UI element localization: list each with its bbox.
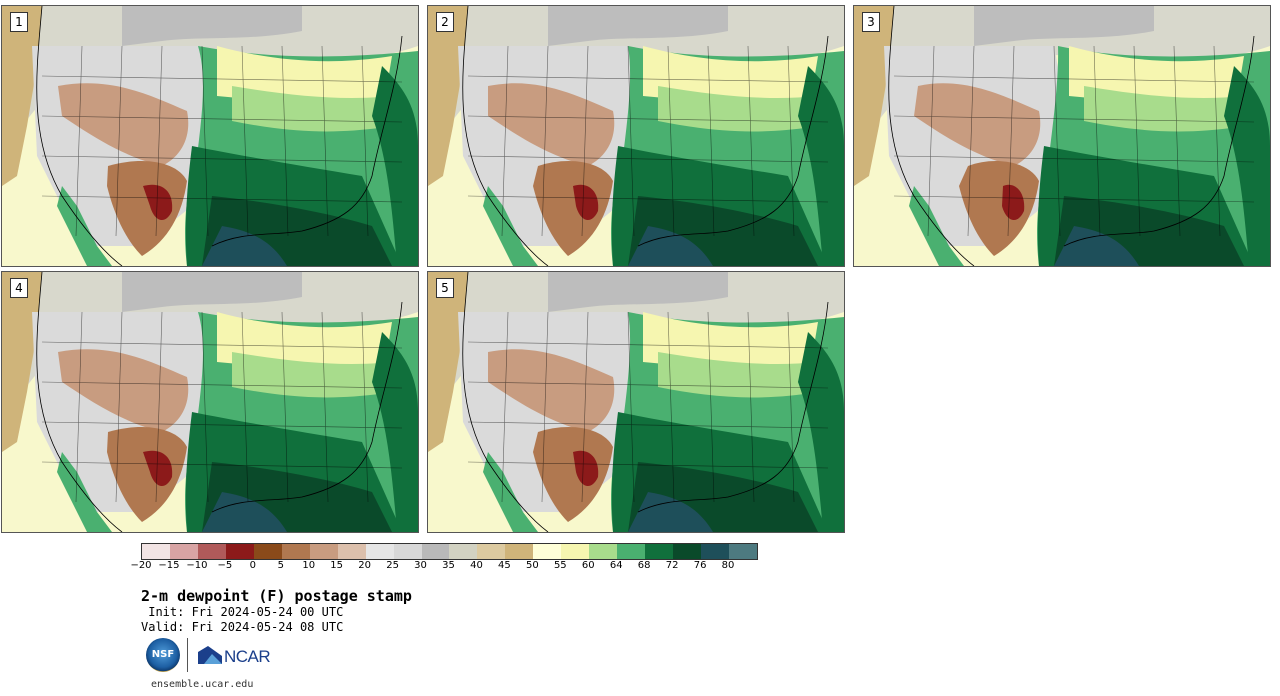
logos: NSF NCAR <box>144 638 284 674</box>
colorbar-tick-label: 10 <box>302 560 316 571</box>
colorbar-segment-5 <box>281 544 310 559</box>
colorbar-tick-label: 80 <box>721 560 735 571</box>
colorbar-segment-10 <box>421 544 450 559</box>
dewpoint-map <box>428 272 844 532</box>
postage-stamp-map-5: 5 <box>427 271 845 533</box>
colorbar-segment-11 <box>449 544 478 559</box>
stamp-label: 1 <box>10 12 28 32</box>
colorbar-tick-label: 25 <box>386 560 399 571</box>
ncar-logo: NCAR <box>224 647 271 666</box>
colorbar-tick-label: 0 <box>249 560 256 571</box>
colorbar-segment-2 <box>197 544 226 559</box>
dewpoint-map <box>2 272 418 532</box>
valid-time: Valid: Fri 2024-05-24 08 UTC <box>141 620 344 634</box>
colorbar-segment-18 <box>645 544 674 559</box>
colorbar-tick-label: 30 <box>414 560 427 571</box>
colorbar-tick-label: 72 <box>665 560 679 571</box>
colorbar-segment-19 <box>673 544 702 559</box>
colorbar-segment-0 <box>142 544 170 559</box>
colorbar-segment-7 <box>337 544 366 559</box>
colorbar-segment-13 <box>505 544 534 559</box>
colorbar-segment-15 <box>561 544 590 559</box>
colorbar-segment-1 <box>169 544 198 559</box>
stamp-label: 5 <box>436 278 454 298</box>
colorbar-tick-labels: −20 −15 −10 −5 0 5 10 15 20 25 30 35 40 45 50 55 60 64 68 7… <box>130 560 771 574</box>
colorbar-tick-label: −15 <box>158 560 180 571</box>
stamp-label: 2 <box>436 12 454 32</box>
colorbar-tick-label: 5 <box>277 560 284 571</box>
colorbar-tick-label: 50 <box>525 560 539 571</box>
colorbar-tick-label: −20 <box>130 560 152 571</box>
dewpoint-map <box>428 6 844 266</box>
colorbar-segment-9 <box>393 544 422 559</box>
init-time: Init: Fri 2024-05-24 00 UTC <box>141 605 344 619</box>
postage-stamp-map-2: 2 <box>427 5 845 267</box>
colorbar-tick-label: 40 <box>470 560 483 571</box>
colorbar-tick-label: 68 <box>637 560 651 571</box>
colorbar-tick-label: 35 <box>442 560 455 571</box>
stamp-label: 4 <box>10 278 28 298</box>
colorbar-segment-14 <box>533 544 562 559</box>
postage-stamp-map-3: 3 <box>853 5 1271 267</box>
colorbar-segment-20 <box>701 544 730 559</box>
colorbar-segment-6 <box>309 544 338 559</box>
colorbar-tick-label: 20 <box>358 560 371 571</box>
colorbar-tick-label: 45 <box>498 560 511 571</box>
colorbar-tick-label: −5 <box>217 560 233 571</box>
postage-stamp-map-1: 1 <box>1 5 419 267</box>
nsf-logo: NSF <box>146 638 180 672</box>
logo-divider <box>187 638 188 672</box>
colorbar-segment-12 <box>477 544 506 559</box>
colorbar-tick-label: 64 <box>609 560 623 571</box>
postage-stamp-map-4: 4 <box>1 271 419 533</box>
colorbar-tick-label: 55 <box>553 560 567 571</box>
dewpoint-map <box>2 6 418 266</box>
dewpoint-map <box>854 6 1270 266</box>
colorbar-segment-16 <box>589 544 618 559</box>
colorbar-segment-8 <box>365 544 394 559</box>
colorbar-segment-4 <box>253 544 282 559</box>
colorbar-segment-3 <box>225 544 254 559</box>
site-url: ensemble.ucar.edu <box>151 679 254 690</box>
page-title: 2-m dewpoint (F) postage stamp <box>141 587 412 605</box>
colorbar-tick-label: 15 <box>330 560 344 571</box>
stamp-label: 3 <box>862 12 880 32</box>
colorbar-segment-17 <box>617 544 646 559</box>
ncar-mark-icon <box>198 646 222 664</box>
colorbar-tick-label: −10 <box>186 560 208 571</box>
colorbar-tick-label: 76 <box>693 560 707 571</box>
dewpoint-colorbar <box>141 543 758 560</box>
colorbar-tick-label: 60 <box>581 560 595 571</box>
colorbar-segment-21 <box>729 544 757 559</box>
